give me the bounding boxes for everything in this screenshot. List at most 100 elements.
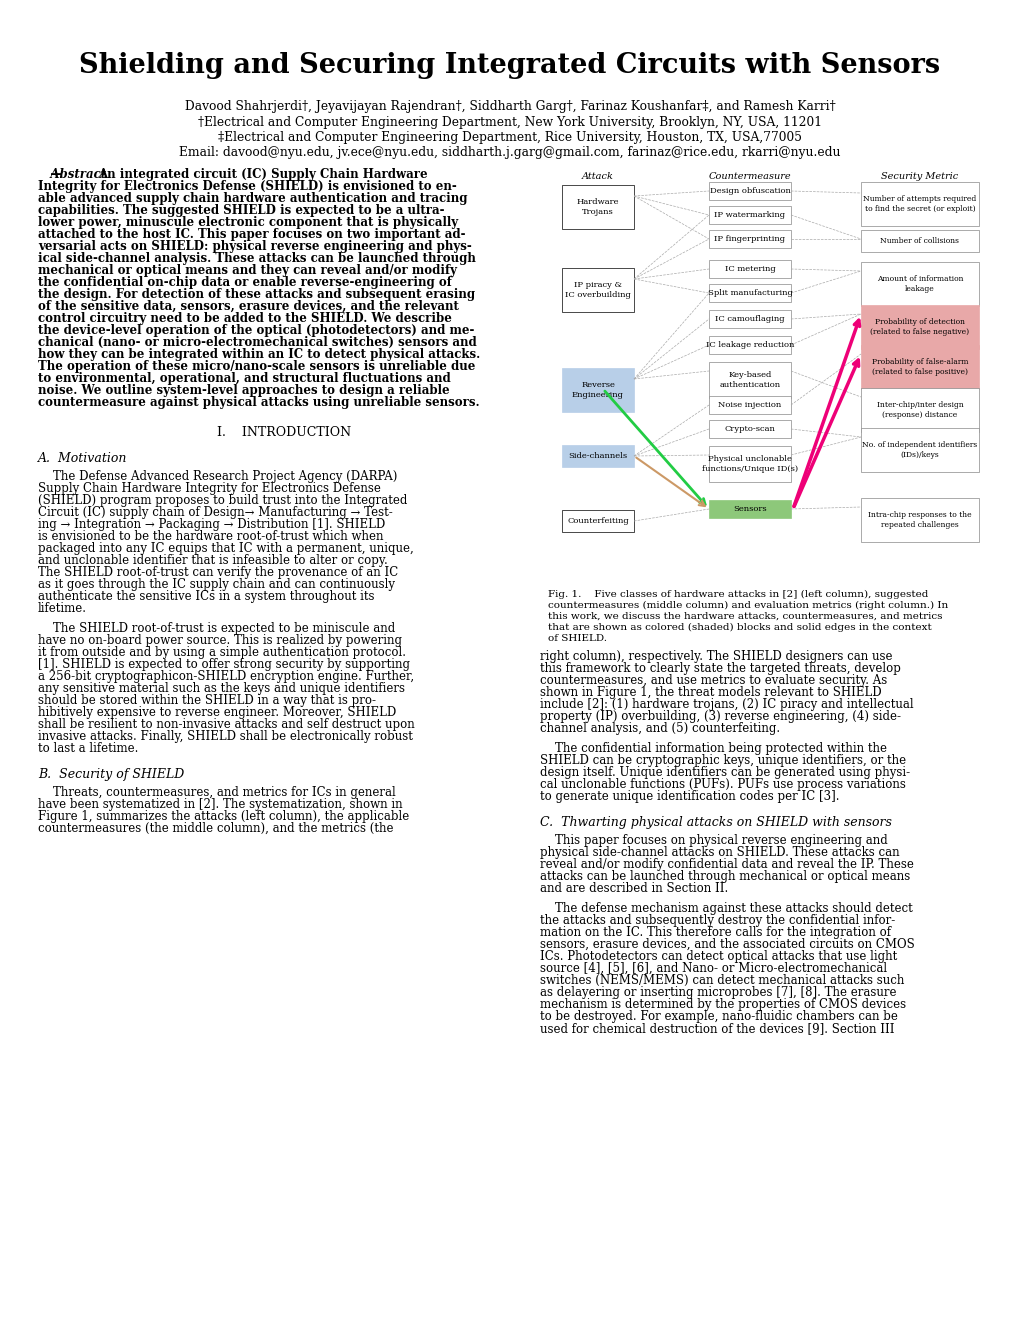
Text: Attack: Attack	[582, 172, 613, 181]
Text: Countermeasure: Countermeasure	[708, 172, 791, 181]
FancyBboxPatch shape	[860, 345, 978, 389]
Text: hibitively expensive to reverse engineer. Moreover, SHIELD: hibitively expensive to reverse engineer…	[38, 706, 395, 719]
Text: authenticate the sensitive ICs in a system throughout its: authenticate the sensitive ICs in a syst…	[38, 590, 374, 603]
FancyBboxPatch shape	[860, 428, 978, 473]
Text: to environmental, operational, and structural fluctuations and: to environmental, operational, and struc…	[38, 372, 450, 385]
FancyBboxPatch shape	[708, 420, 790, 438]
Text: The SHIELD root-of-trust can verify the provenance of an IC: The SHIELD root-of-trust can verify the …	[38, 566, 397, 579]
Text: mechanism is determined by the properties of CMOS devices: mechanism is determined by the propertie…	[539, 998, 905, 1011]
Text: physical side-channel attacks on SHIELD. These attacks can: physical side-channel attacks on SHIELD.…	[539, 846, 899, 859]
Text: to generate unique identification codes per IC [3].: to generate unique identification codes …	[539, 789, 839, 803]
FancyBboxPatch shape	[860, 261, 978, 306]
Text: attacks can be launched through mechanical or optical means: attacks can be launched through mechanic…	[539, 870, 909, 883]
Text: mation on the IC. This therefore calls for the integration of: mation on the IC. This therefore calls f…	[539, 927, 891, 939]
Text: used for chemical destruction of the devices [9]. Section III: used for chemical destruction of the dev…	[539, 1022, 894, 1035]
Text: ICs. Photodetectors can detect optical attacks that use light: ICs. Photodetectors can detect optical a…	[539, 950, 897, 964]
FancyBboxPatch shape	[860, 498, 978, 543]
Text: C.  Thwarting physical attacks on SHIELD with sensors: C. Thwarting physical attacks on SHIELD …	[539, 816, 891, 829]
Text: Fig. 1.    Five classes of hardware attacks in [2] (left column), suggested: Fig. 1. Five classes of hardware attacks…	[547, 590, 927, 599]
FancyBboxPatch shape	[561, 445, 634, 467]
Text: have no on-board power source. This is realized by powering: have no on-board power source. This is r…	[38, 634, 401, 647]
Text: of the sensitive data, sensors, erasure devices, and the relevant: of the sensitive data, sensors, erasure …	[38, 300, 459, 313]
Text: invasive attacks. Finally, SHIELD shall be electronically robust: invasive attacks. Finally, SHIELD shall …	[38, 730, 413, 743]
Text: Number of attempts required
to find the secret (or exploit): Number of attempts required to find the …	[862, 195, 975, 213]
Text: the attacks and subsequently destroy the confidential infor-: the attacks and subsequently destroy the…	[539, 913, 895, 927]
FancyBboxPatch shape	[561, 268, 634, 312]
Text: Circuit (IC) supply chain of Design→ Manufacturing → Test-: Circuit (IC) supply chain of Design→ Man…	[38, 506, 392, 519]
Text: chanical (nano- or micro-electromechanical switches) sensors and: chanical (nano- or micro-electromechanic…	[38, 337, 476, 348]
Text: and unclonable identifier that is infeasible to alter or copy.: and unclonable identifier that is infeas…	[38, 554, 387, 568]
Text: versarial acts on SHIELD: physical reverse engineering and phys-: versarial acts on SHIELD: physical rever…	[38, 240, 472, 253]
FancyBboxPatch shape	[708, 182, 790, 201]
Text: lifetime.: lifetime.	[38, 602, 87, 615]
Text: packaged into any IC equips that IC with a permanent, unique,: packaged into any IC equips that IC with…	[38, 543, 414, 554]
FancyBboxPatch shape	[708, 362, 790, 399]
Text: Integrity for Electronics Defense (SHIELD) is envisioned to en-: Integrity for Electronics Defense (SHIEL…	[38, 180, 457, 193]
Text: Amount of information
leakage: Amount of information leakage	[876, 276, 962, 293]
FancyBboxPatch shape	[708, 337, 790, 354]
FancyBboxPatch shape	[708, 230, 790, 248]
Text: attached to the host IC. This paper focuses on two important ad-: attached to the host IC. This paper focu…	[38, 228, 465, 242]
FancyBboxPatch shape	[860, 230, 978, 252]
Text: it from outside and by using a simple authentication protocol.: it from outside and by using a simple au…	[38, 645, 406, 659]
Text: switches (NEMS/MEMS) can detect mechanical attacks such: switches (NEMS/MEMS) can detect mechanic…	[539, 974, 904, 987]
Text: Probability of false-alarm
(related to false positive): Probability of false-alarm (related to f…	[871, 359, 967, 376]
Text: IC leakage reduction: IC leakage reduction	[705, 341, 794, 348]
FancyBboxPatch shape	[860, 182, 978, 226]
Text: source [4], [5], [6], and Nano- or Micro-electromechanical: source [4], [5], [6], and Nano- or Micro…	[539, 962, 887, 975]
Text: the device-level operation of the optical (photodetectors) and me-: the device-level operation of the optica…	[38, 323, 474, 337]
Text: SHIELD can be cryptographic keys, unique identifiers, or the: SHIELD can be cryptographic keys, unique…	[539, 754, 905, 767]
Text: have been systematized in [2]. The systematization, shown in: have been systematized in [2]. The syste…	[38, 799, 403, 810]
Text: should be stored within the SHIELD in a way that is pro-: should be stored within the SHIELD in a …	[38, 694, 376, 708]
Text: A.  Motivation: A. Motivation	[38, 451, 127, 465]
Text: Security Metric: Security Metric	[880, 172, 958, 181]
Text: sensors, erasure devices, and the associated circuits on CMOS: sensors, erasure devices, and the associ…	[539, 939, 914, 950]
FancyBboxPatch shape	[708, 396, 790, 414]
Text: countermeasures, and use metrics to evaluate security. As: countermeasures, and use metrics to eval…	[539, 675, 887, 686]
Text: the confidential on-chip data or enable reverse-engineering of: the confidential on-chip data or enable …	[38, 276, 451, 289]
FancyBboxPatch shape	[561, 368, 634, 412]
Text: this work, we discuss the hardware attacks, countermeasures, and metrics: this work, we discuss the hardware attac…	[547, 612, 942, 620]
Text: Email: davood@nyu.edu, jv.ece@nyu.edu, siddharth.j.garg@gmail.com, farinaz@rice.: Email: davood@nyu.edu, jv.ece@nyu.edu, s…	[179, 147, 840, 158]
Text: Design obfuscation: Design obfuscation	[709, 187, 790, 195]
Text: †Electrical and Computer Engineering Department, New York University, Brooklyn, : †Electrical and Computer Engineering Dep…	[198, 116, 821, 129]
Text: to be destroyed. For example, nano-fluidic chambers can be: to be destroyed. For example, nano-fluid…	[539, 1010, 897, 1023]
FancyBboxPatch shape	[860, 388, 978, 432]
Text: is envisioned to be the hardware root-of-trust which when: is envisioned to be the hardware root-of…	[38, 531, 383, 543]
Text: Sensors: Sensors	[733, 506, 766, 513]
Text: ical side-channel analysis. These attacks can be launched through: ical side-channel analysis. These attack…	[38, 252, 476, 265]
Text: The SHIELD root-of-trust is expected to be miniscule and: The SHIELD root-of-trust is expected to …	[38, 622, 395, 635]
Text: Inter-chip/inter design
(response) distance: Inter-chip/inter design (response) dista…	[875, 401, 962, 418]
Text: I.    INTRODUCTION: I. INTRODUCTION	[217, 426, 351, 440]
Text: countermeasure against physical attacks using unreliable sensors.: countermeasure against physical attacks …	[38, 396, 479, 409]
Text: Crypto-scan: Crypto-scan	[723, 425, 774, 433]
Text: IP piracy &
IC overbuilding: IP piracy & IC overbuilding	[565, 281, 631, 298]
Text: design itself. Unique identifiers can be generated using physi-: design itself. Unique identifiers can be…	[539, 766, 909, 779]
FancyBboxPatch shape	[860, 305, 978, 348]
Text: Shielding and Securing Integrated Circuits with Sensors: Shielding and Securing Integrated Circui…	[79, 51, 940, 79]
Text: shown in Figure 1, the threat models relevant to SHIELD: shown in Figure 1, the threat models rel…	[539, 686, 880, 700]
Text: Davood Shahrjerdi†, Jeyavijayan Rajendran†, Siddharth Garg†, Farinaz Koushanfar‡: Davood Shahrjerdi†, Jeyavijayan Rajendra…	[184, 100, 835, 114]
Text: Intra-chip responses to the
repeated challenges: Intra-chip responses to the repeated cha…	[867, 511, 971, 528]
Text: No. of independent identifiers
(IDs)/keys: No. of independent identifiers (IDs)/key…	[861, 441, 976, 458]
Text: how they can be integrated within an IC to detect physical attacks.: how they can be integrated within an IC …	[38, 348, 480, 360]
Text: (SHIELD) program proposes to build trust into the Integrated: (SHIELD) program proposes to build trust…	[38, 494, 407, 507]
Text: channel analysis, and (5) counterfeiting.: channel analysis, and (5) counterfeiting…	[539, 722, 780, 735]
Text: cal unclonable functions (PUFs). PUFs use process variations: cal unclonable functions (PUFs). PUFs us…	[539, 777, 905, 791]
Text: Physical unclonable
functions/Unique ID(s): Physical unclonable functions/Unique ID(…	[701, 455, 797, 473]
Text: control circuitry need to be added to the SHIELD. We describe: control circuitry need to be added to th…	[38, 312, 451, 325]
Text: The Defense Advanced Research Project Agency (DARPA): The Defense Advanced Research Project Ag…	[38, 470, 397, 483]
Text: include [2]: (1) hardware trojans, (2) IC piracy and intellectual: include [2]: (1) hardware trojans, (2) I…	[539, 698, 913, 711]
Text: The defense mechanism against these attacks should detect: The defense mechanism against these atta…	[539, 902, 912, 915]
Text: Reverse
Engineering: Reverse Engineering	[572, 381, 624, 399]
Text: IC camouflaging: IC camouflaging	[714, 315, 784, 323]
Text: [1]. SHIELD is expected to offer strong security by supporting: [1]. SHIELD is expected to offer strong …	[38, 657, 410, 671]
Text: a 256-bit cryptographicon-SHIELD encryption engine. Further,: a 256-bit cryptographicon-SHIELD encrypt…	[38, 671, 414, 682]
Text: The confidential information being protected within the: The confidential information being prote…	[539, 742, 887, 755]
FancyBboxPatch shape	[708, 260, 790, 279]
Text: and are described in Section II.: and are described in Section II.	[539, 882, 728, 895]
Text: the design. For detection of these attacks and subsequent erasing: the design. For detection of these attac…	[38, 288, 475, 301]
Text: of SHIELD.: of SHIELD.	[547, 634, 606, 643]
Text: Threats, countermeasures, and metrics for ICs in general: Threats, countermeasures, and metrics fo…	[38, 785, 395, 799]
FancyBboxPatch shape	[708, 310, 790, 327]
